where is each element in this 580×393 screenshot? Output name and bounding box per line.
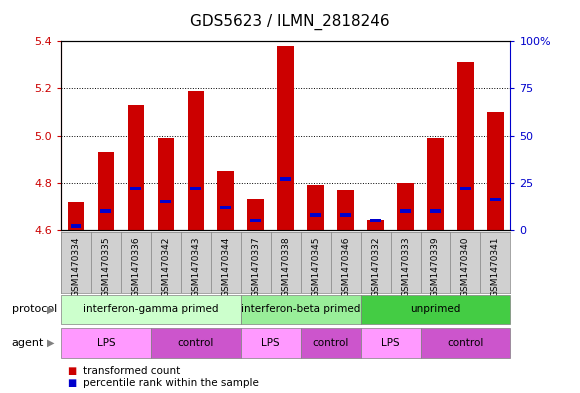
Text: ■: ■ <box>67 378 76 388</box>
Bar <box>490 198 501 202</box>
Text: GSM1470346: GSM1470346 <box>341 236 350 297</box>
Text: GSM1470338: GSM1470338 <box>281 236 290 297</box>
Text: ▶: ▶ <box>47 305 54 314</box>
Text: unprimed: unprimed <box>410 305 461 314</box>
Text: GSM1470343: GSM1470343 <box>191 236 200 297</box>
Text: GSM1470340: GSM1470340 <box>461 236 470 297</box>
Bar <box>97 152 114 230</box>
Bar <box>361 295 510 324</box>
Bar <box>71 224 81 228</box>
Bar <box>61 295 241 324</box>
Bar <box>400 209 411 213</box>
Text: agent: agent <box>12 338 44 348</box>
Text: control: control <box>447 338 484 348</box>
Text: GSM1470345: GSM1470345 <box>311 236 320 297</box>
Bar <box>307 185 324 230</box>
Text: LPS: LPS <box>96 338 115 348</box>
Bar <box>300 328 361 358</box>
Text: GSM1470339: GSM1470339 <box>431 236 440 297</box>
Text: GSM1470332: GSM1470332 <box>371 236 380 297</box>
Text: GSM1470342: GSM1470342 <box>161 236 171 296</box>
Text: GSM1470336: GSM1470336 <box>131 236 140 297</box>
Text: GSM1470337: GSM1470337 <box>251 236 260 297</box>
Text: percentile rank within the sample: percentile rank within the sample <box>83 378 259 388</box>
Text: GDS5623 / ILMN_2818246: GDS5623 / ILMN_2818246 <box>190 14 390 30</box>
Bar <box>280 177 291 181</box>
Bar <box>248 199 264 230</box>
Bar <box>190 187 201 190</box>
Text: control: control <box>313 338 349 348</box>
Bar <box>361 328 420 358</box>
Bar <box>187 91 204 230</box>
Bar <box>370 219 381 222</box>
Bar <box>397 183 414 230</box>
Bar <box>251 219 261 222</box>
Bar <box>310 213 321 217</box>
Bar <box>218 171 234 230</box>
Text: GSM1470341: GSM1470341 <box>491 236 500 297</box>
Bar <box>277 46 294 230</box>
Bar <box>457 62 474 230</box>
Text: interferon-gamma primed: interferon-gamma primed <box>83 305 219 314</box>
Text: protocol: protocol <box>12 305 57 314</box>
Bar <box>367 220 384 230</box>
Text: GSM1470333: GSM1470333 <box>401 236 410 297</box>
Bar <box>241 295 361 324</box>
Text: GSM1470344: GSM1470344 <box>221 236 230 296</box>
Text: ■: ■ <box>67 366 76 376</box>
Text: LPS: LPS <box>381 338 400 348</box>
Text: transformed count: transformed count <box>83 366 180 376</box>
Bar <box>130 187 141 190</box>
Bar <box>158 138 174 230</box>
Bar <box>340 213 351 217</box>
Text: LPS: LPS <box>262 338 280 348</box>
Bar <box>427 138 444 230</box>
Bar <box>220 206 231 209</box>
Bar <box>487 112 503 230</box>
Bar <box>420 328 510 358</box>
Bar <box>61 328 151 358</box>
Text: control: control <box>177 338 214 348</box>
Bar <box>100 209 111 213</box>
Text: GSM1470335: GSM1470335 <box>102 236 110 297</box>
Text: GSM1470334: GSM1470334 <box>71 236 81 297</box>
Bar <box>338 190 354 230</box>
Bar <box>241 328 300 358</box>
Text: interferon-beta primed: interferon-beta primed <box>241 305 360 314</box>
Bar <box>151 328 241 358</box>
Bar <box>161 200 171 203</box>
Text: ▶: ▶ <box>47 338 54 348</box>
Bar <box>430 209 441 213</box>
Bar <box>128 105 144 230</box>
Bar <box>68 202 84 230</box>
Bar <box>460 187 471 190</box>
